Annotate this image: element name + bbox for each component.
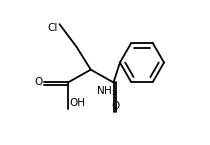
Text: Cl: Cl	[48, 23, 58, 33]
Text: O: O	[112, 101, 120, 111]
Text: NH$_2$: NH$_2$	[96, 84, 118, 98]
Text: O: O	[34, 77, 42, 87]
Text: OH: OH	[70, 98, 85, 108]
